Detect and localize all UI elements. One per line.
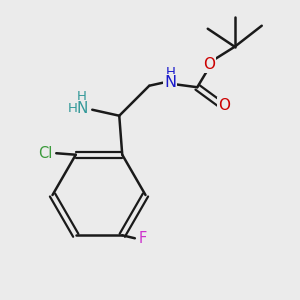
Text: H: H — [68, 102, 78, 115]
Text: O: O — [218, 98, 230, 113]
Text: F: F — [139, 231, 147, 246]
Text: Cl: Cl — [39, 146, 53, 161]
Text: N: N — [76, 101, 87, 116]
Text: O: O — [203, 57, 215, 72]
Text: N: N — [164, 75, 176, 90]
Text: H: H — [77, 90, 87, 103]
Text: H: H — [165, 66, 175, 79]
